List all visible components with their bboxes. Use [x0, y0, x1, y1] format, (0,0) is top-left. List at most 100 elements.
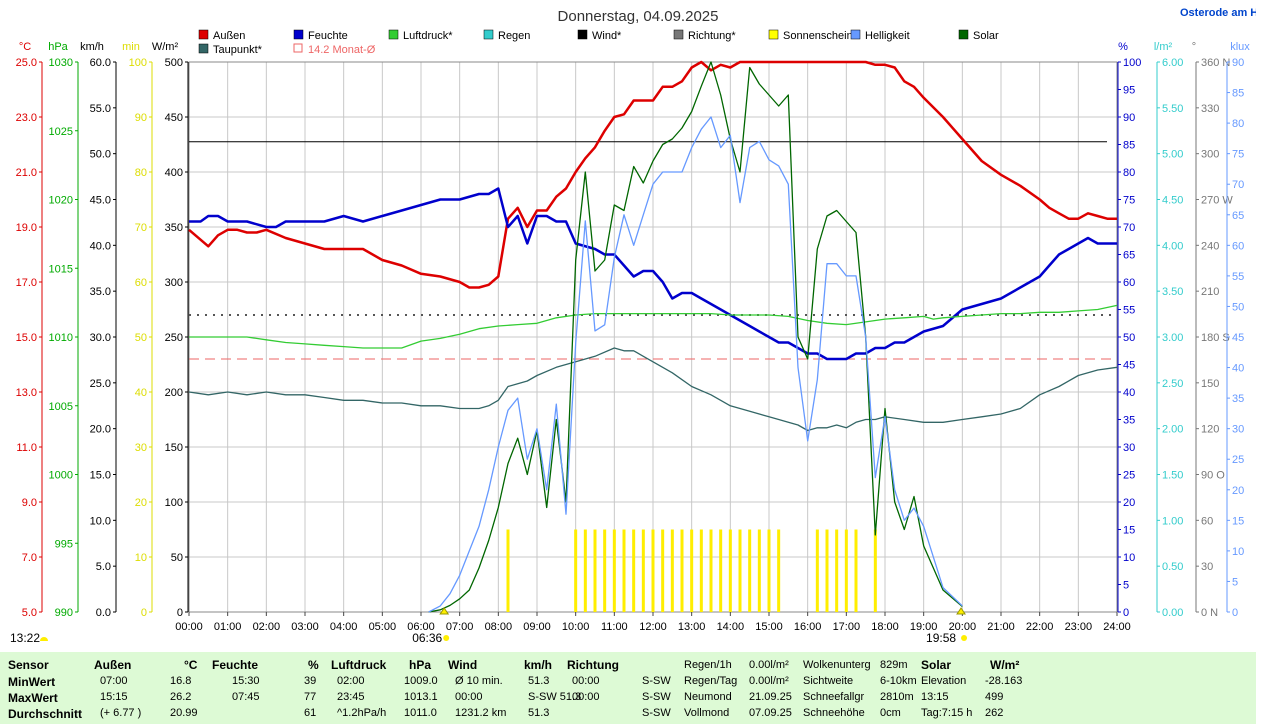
- summary-header: Luftdruck: [331, 658, 387, 672]
- axis-tick-label: 5.0: [22, 607, 37, 619]
- axis-tick-label: 1025: [49, 126, 73, 138]
- axis-tick-label: 90: [1123, 112, 1135, 124]
- axis-tick-label: 20: [135, 497, 147, 509]
- legend-label: Regen: [498, 30, 530, 42]
- axis-tick-label: 0: [177, 607, 183, 619]
- cloud-value: 829m: [880, 659, 908, 671]
- axis-tick-label: 180 S: [1201, 332, 1230, 344]
- axis-tick-label: 3.50: [1162, 286, 1183, 298]
- axis-tick-label: 0: [141, 607, 147, 619]
- x-tick-label: 01:00: [214, 621, 242, 633]
- summary-header: Richtung: [567, 658, 619, 672]
- axis-tick-label: 21.0: [16, 167, 37, 179]
- axis-title-deg: °: [1192, 41, 1196, 53]
- axis-tick-label: 10: [1123, 552, 1135, 564]
- legend-swatch: [673, 29, 684, 40]
- axis-tick-label: 10.0: [90, 515, 111, 527]
- axis-tick-label: 30.0: [90, 332, 111, 344]
- axis-tick-label: 1015: [49, 263, 73, 275]
- axis-tick-label: 5.0: [96, 561, 111, 573]
- legend-label: Taupunkt*: [213, 44, 263, 56]
- legend-swatch: [577, 29, 588, 40]
- axis-tick-label: 45.0: [90, 195, 111, 207]
- axis-tick-label: 55: [1123, 305, 1135, 317]
- solar-unit: W/m²: [990, 658, 1020, 672]
- axis-tick-label: 23.0: [16, 112, 37, 124]
- summary-cell: S-SW: [642, 675, 671, 687]
- axis-tick-label: 5.00: [1162, 149, 1183, 161]
- axis-tick-label: 85: [1123, 140, 1135, 152]
- axis-tick-label: 10: [135, 552, 147, 564]
- legend-label: Feuchte: [308, 30, 348, 42]
- sunshine-bar: [680, 529, 684, 612]
- axis-tick-label: 55.0: [90, 103, 111, 115]
- x-tick-label: 02:00: [253, 621, 281, 633]
- axis-tick-label: 350: [165, 222, 183, 234]
- axis-tick-label: 10: [1232, 546, 1244, 558]
- summary-table: Sensor Außen °C Feuchte% Luftdruck hPa Wind km/…: [0, 652, 1256, 724]
- axis-tick-label: 0: [1232, 607, 1238, 619]
- axis-tick-label: 330: [1201, 103, 1219, 115]
- legend-label: 14.2 Monat-Ø: [308, 44, 376, 56]
- cloud-label: Wolkenunterg: [803, 659, 871, 671]
- axis-tick-label: 90 O: [1201, 470, 1225, 482]
- sunshine-bar: [728, 529, 732, 612]
- sun-markers: 06:36 19:58 13:22: [10, 607, 968, 645]
- sunshine-bar: [574, 529, 578, 612]
- summary-cell: Durchschnitt: [8, 707, 83, 721]
- sunshine-bar: [699, 529, 703, 612]
- sunshine-bar: [757, 529, 761, 612]
- axis-tick-label: 60: [1201, 515, 1213, 527]
- axis-tick-label: 400: [165, 167, 183, 179]
- legend-label: Außen: [213, 30, 245, 42]
- sunshine-bar: [854, 529, 858, 612]
- x-tick-label: 17:00: [833, 621, 861, 633]
- sunshine-bar: [641, 529, 645, 612]
- x-tick-label: 16:00: [794, 621, 822, 633]
- rain-label: Regen/Tag: [684, 675, 738, 687]
- axis-tick-label: 90: [135, 112, 147, 124]
- summary-cell: 23:45: [337, 691, 365, 703]
- axis-tick-label: 70: [135, 222, 147, 234]
- axis-tick-label: 25.0: [16, 57, 37, 69]
- legend-swatch: [850, 29, 861, 40]
- summary-cell: 02:00: [337, 675, 365, 687]
- summary-cell: 39: [304, 675, 317, 687]
- solar-title: Solar: [921, 658, 952, 672]
- summary-header: Außen: [94, 658, 132, 672]
- axis-title-min: min: [122, 41, 140, 53]
- x-tick-label: 21:00: [987, 621, 1015, 633]
- axis-titles: °C hPa km/h min W/m²% l/m² ° klux: [19, 41, 1250, 53]
- axis-tick-label: 1000: [49, 470, 73, 482]
- axis-tick-label: 90: [1232, 57, 1244, 69]
- summary-header: %: [308, 658, 319, 672]
- axis-tick-label: 25.0: [90, 378, 111, 390]
- series-helligkeit: [428, 116, 963, 613]
- x-tick-label: 03:00: [291, 621, 319, 633]
- sunrise-icon: [443, 635, 450, 641]
- sunshine-bar: [873, 529, 877, 612]
- sunshine-bar: [777, 529, 781, 612]
- cloud-label: Schneehöhe: [803, 707, 865, 719]
- sunshine-bar: [651, 529, 655, 612]
- axis-tick-label: 60: [1123, 277, 1135, 289]
- sunshine-bar: [748, 529, 752, 612]
- sunshine-bar: [719, 529, 723, 612]
- axis-tick-label: 240: [1201, 240, 1219, 252]
- legend-label: Solar: [973, 30, 999, 42]
- axis-tick-label: 70: [1123, 222, 1135, 234]
- chart-legend: Außen Feuchte Luftdruck* Regen Wind* Richtung…: [198, 29, 999, 56]
- solar-value: 262: [985, 707, 1004, 719]
- axis-tick-label: 30: [135, 442, 147, 454]
- axis-title-temp: °C: [19, 41, 31, 53]
- axis-tick-label: 5: [1232, 576, 1238, 588]
- solar-value: 499: [985, 691, 1004, 703]
- x-tick-label: 14:00: [717, 621, 745, 633]
- axis-tick-label: 0.00: [1162, 607, 1183, 619]
- axis-tick-label: 15: [1232, 515, 1244, 527]
- axis-tick-label: 50.0: [90, 149, 111, 161]
- legend-swatch: [388, 29, 399, 40]
- x-tick-label: 00:00: [175, 621, 203, 633]
- summary-cell: 1011.0: [404, 707, 437, 719]
- axis-tick-label: 7.0: [22, 552, 37, 564]
